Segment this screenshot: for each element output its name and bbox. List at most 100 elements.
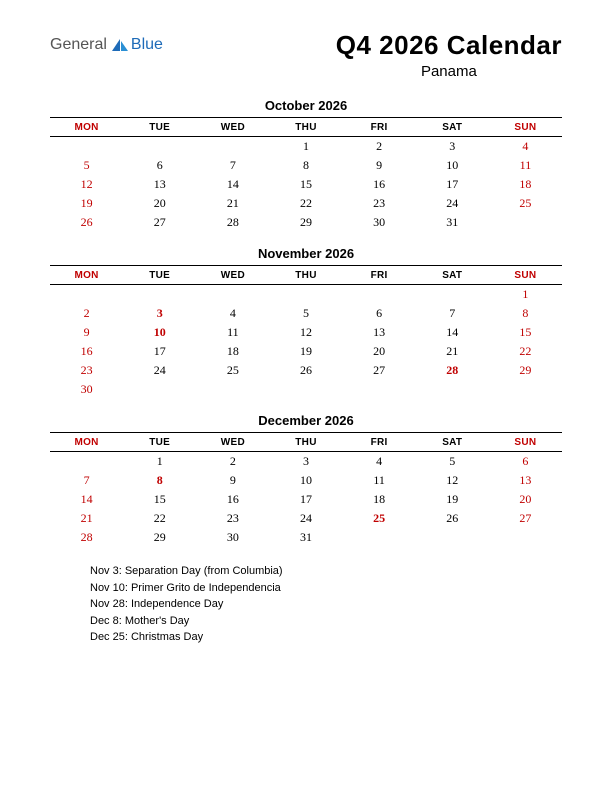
- calendar-cell: 30: [50, 380, 123, 399]
- calendar-cell: 28: [416, 361, 489, 380]
- day-header: FRI: [343, 266, 416, 285]
- calendar-row: 28293031: [50, 528, 562, 547]
- calendar-row: 23242526272829: [50, 361, 562, 380]
- calendar-cell: 30: [343, 213, 416, 232]
- calendar-cell: 11: [489, 156, 562, 175]
- calendar-cell: 20: [489, 490, 562, 509]
- calendar-row: 16171819202122: [50, 342, 562, 361]
- calendar-cell: 9: [343, 156, 416, 175]
- calendar-cell: [343, 380, 416, 399]
- calendar-cell: 19: [50, 194, 123, 213]
- calendar-cell: 21: [50, 509, 123, 528]
- calendar-cell: 22: [123, 509, 196, 528]
- day-header: THU: [269, 433, 342, 452]
- calendar-cell: 15: [123, 490, 196, 509]
- calendar-cell: [489, 528, 562, 547]
- calendar-cell: [196, 380, 269, 399]
- calendar-cell: 19: [269, 342, 342, 361]
- day-header: MON: [50, 433, 123, 452]
- calendar-cell: 26: [416, 509, 489, 528]
- calendar-cell: 3: [269, 452, 342, 472]
- calendar-cell: 1: [123, 452, 196, 472]
- day-header: WED: [196, 433, 269, 452]
- calendar-row: 2345678: [50, 304, 562, 323]
- calendar-cell: 24: [416, 194, 489, 213]
- day-header: THU: [269, 266, 342, 285]
- calendar-table: MONTUEWEDTHUFRISATSUN1234567891011121314…: [50, 117, 562, 232]
- calendar-cell: [489, 213, 562, 232]
- day-header: SUN: [489, 266, 562, 285]
- calendar-row: 123456: [50, 452, 562, 472]
- day-header: MON: [50, 118, 123, 137]
- calendar-row: 30: [50, 380, 562, 399]
- calendar-cell: [416, 528, 489, 547]
- calendar-cell: 9: [50, 323, 123, 342]
- day-header: WED: [196, 118, 269, 137]
- calendar-cell: 17: [269, 490, 342, 509]
- calendar-cell: 14: [416, 323, 489, 342]
- months-container: October 2026MONTUEWEDTHUFRISATSUN1234567…: [50, 98, 562, 547]
- calendar-cell: 18: [343, 490, 416, 509]
- calendar-cell: 17: [123, 342, 196, 361]
- calendar-cell: [343, 285, 416, 305]
- calendar-cell: 16: [343, 175, 416, 194]
- calendar-cell: 10: [269, 471, 342, 490]
- calendar-cell: 8: [123, 471, 196, 490]
- calendar-cell: 5: [50, 156, 123, 175]
- calendar-cell: 15: [489, 323, 562, 342]
- calendar-cell: 7: [50, 471, 123, 490]
- day-header: FRI: [343, 433, 416, 452]
- day-header: THU: [269, 118, 342, 137]
- calendar-cell: 27: [343, 361, 416, 380]
- month-name: October 2026: [50, 98, 562, 113]
- header: General Blue Q4 2026 Calendar Panama: [50, 30, 562, 80]
- calendar-cell: 31: [416, 213, 489, 232]
- calendar-cell: 14: [50, 490, 123, 509]
- calendar-cell: 23: [196, 509, 269, 528]
- day-header: MON: [50, 266, 123, 285]
- calendar-cell: 5: [269, 304, 342, 323]
- calendar-row: 12131415161718: [50, 175, 562, 194]
- calendar-cell: [123, 137, 196, 157]
- calendar-row: 78910111213: [50, 471, 562, 490]
- calendar-cell: [123, 285, 196, 305]
- day-header: SAT: [416, 118, 489, 137]
- calendar-cell: 22: [489, 342, 562, 361]
- calendar-cell: 26: [269, 361, 342, 380]
- calendar-cell: 13: [489, 471, 562, 490]
- calendar-cell: [50, 137, 123, 157]
- calendar-cell: 29: [489, 361, 562, 380]
- calendar-cell: 6: [123, 156, 196, 175]
- calendar-cell: 2: [196, 452, 269, 472]
- calendar-cell: 1: [269, 137, 342, 157]
- calendar-row: 567891011: [50, 156, 562, 175]
- calendar-cell: 30: [196, 528, 269, 547]
- calendar-cell: 17: [416, 175, 489, 194]
- calendar-cell: [489, 380, 562, 399]
- calendar-cell: 21: [416, 342, 489, 361]
- calendar-cell: 24: [123, 361, 196, 380]
- calendar-cell: 25: [196, 361, 269, 380]
- calendar-cell: [269, 380, 342, 399]
- calendar-cell: 27: [489, 509, 562, 528]
- calendar-cell: 14: [196, 175, 269, 194]
- calendar-cell: 10: [416, 156, 489, 175]
- calendar-cell: 20: [343, 342, 416, 361]
- month-block: December 2026MONTUEWEDTHUFRISATSUN123456…: [50, 413, 562, 547]
- calendar-cell: 7: [416, 304, 489, 323]
- calendar-cell: 2: [343, 137, 416, 157]
- page-subtitle: Panama: [336, 63, 562, 80]
- calendar-cell: 24: [269, 509, 342, 528]
- calendar-cell: 23: [50, 361, 123, 380]
- calendar-cell: 18: [489, 175, 562, 194]
- calendar-cell: 8: [269, 156, 342, 175]
- calendar-cell: [416, 380, 489, 399]
- logo-text-1: General: [50, 36, 107, 54]
- calendar-cell: 28: [196, 213, 269, 232]
- calendar-cell: 29: [123, 528, 196, 547]
- calendar-cell: 13: [343, 323, 416, 342]
- holiday-item: Dec 8: Mother's Day: [90, 613, 562, 630]
- calendar-cell: 11: [343, 471, 416, 490]
- logo-sail-icon: [111, 38, 129, 52]
- calendar-cell: 15: [269, 175, 342, 194]
